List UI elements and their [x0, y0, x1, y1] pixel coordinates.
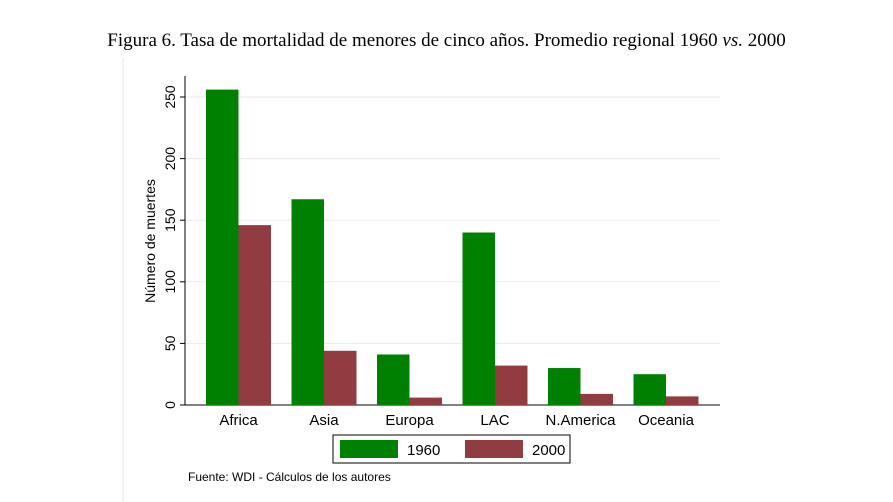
x-tick-label: N.America [545, 412, 616, 429]
x-tick-label: Africa [219, 412, 258, 429]
legend-swatch-1960 [340, 440, 398, 458]
bar-1960-n-america [548, 368, 581, 405]
legend-label-2000: 2000 [532, 442, 565, 459]
y-tick-label: 100 [162, 270, 178, 294]
x-tick-label: Asia [309, 412, 339, 429]
y-tick-label: 0 [162, 401, 178, 409]
chart-title: Figura 6. Tasa de mortalidad de menores … [107, 30, 786, 51]
bar-2000-africa [238, 225, 271, 405]
bar-1960-europa [377, 354, 410, 405]
bar-1960-oceania [633, 374, 666, 405]
y-tick-label: 200 [162, 147, 178, 171]
y-tick-label: 250 [162, 85, 178, 109]
bar-2000-asia [324, 350, 357, 405]
source-note: Fuente: WDI - Cálculos de los autores [188, 470, 391, 484]
y-tick-label: 150 [162, 208, 178, 232]
legend-label-1960: 1960 [407, 442, 440, 459]
x-tick-label: LAC [480, 412, 509, 429]
bar-2000-n-america [580, 393, 613, 405]
bar-2000-europa [409, 397, 442, 405]
x-tick-label: Oceania [638, 412, 695, 429]
bar-1960-asia [291, 199, 324, 405]
y-axis-title: Número de muertes [142, 179, 158, 303]
bar-1960-lac [462, 232, 495, 405]
x-tick-label: Europa [385, 412, 434, 429]
bar-2000-lac [495, 365, 528, 405]
legend-swatch-2000 [465, 440, 523, 458]
bar-1960-africa [206, 89, 239, 405]
bar-2000-oceania [666, 396, 699, 405]
y-tick-label: 50 [162, 335, 178, 351]
